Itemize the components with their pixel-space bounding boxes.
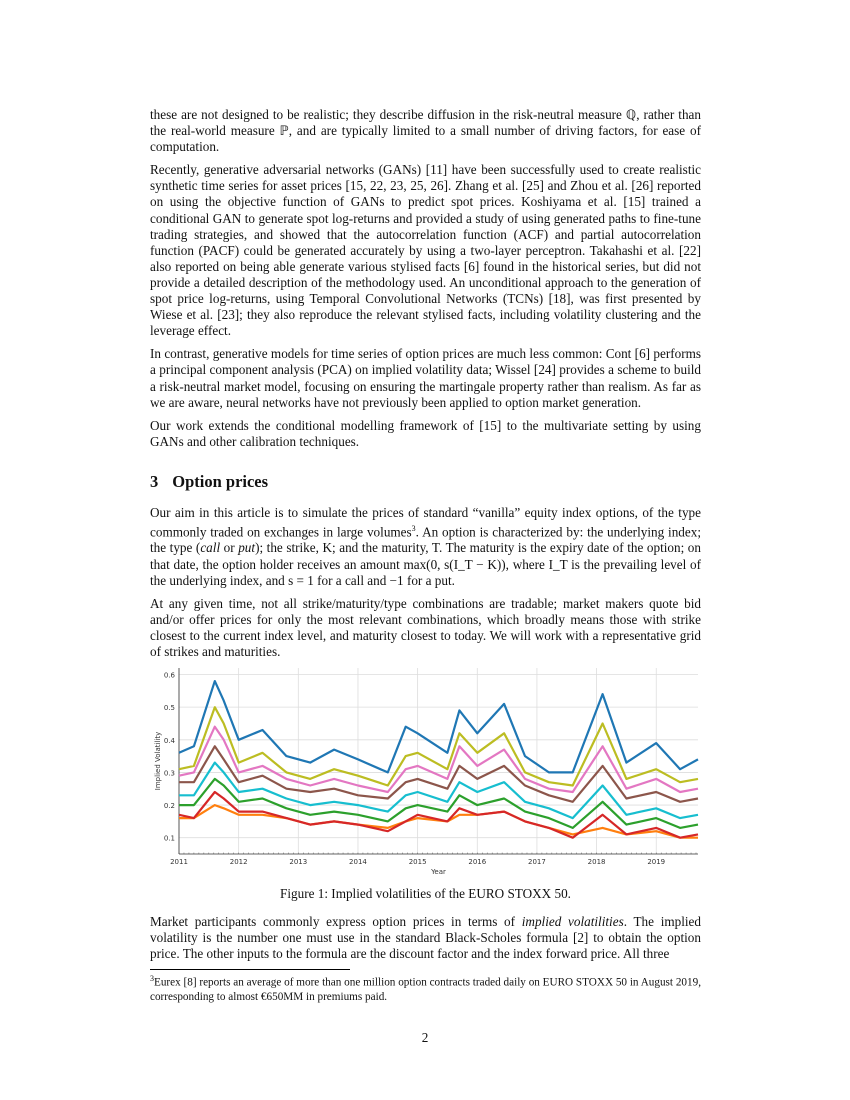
- paragraph: Recently, generative adversarial network…: [150, 162, 701, 339]
- x-tick-label: 2019: [647, 858, 665, 866]
- text: put: [238, 540, 256, 556]
- y-tick-label: 0.4: [164, 737, 176, 745]
- paragraph: In contrast, generative models for time …: [150, 346, 701, 410]
- x-tick-label: 2012: [230, 858, 248, 866]
- series-line: [179, 804, 698, 839]
- paragraph: At any given time, not all strike/maturi…: [150, 595, 701, 660]
- section-number: 3: [150, 471, 159, 491]
- text: call: [200, 540, 221, 556]
- text: . The implied volatility is the number o…: [150, 914, 701, 962]
- figure-caption: Figure 1: Implied volatilities of the EU…: [280, 886, 571, 901]
- text: Our aim in this article is to simulate t…: [150, 504, 701, 540]
- text: ); the strike, K; and the maturity, T. T…: [150, 540, 701, 588]
- text: or: [220, 540, 239, 556]
- footnote-ref[interactable]: 3: [411, 523, 416, 533]
- x-tick-label: 2018: [588, 858, 606, 866]
- footnote-mark: 3: [150, 974, 154, 983]
- y-tick-label: 0.1: [164, 835, 175, 843]
- text-column: these are not designed to be realistic; …: [150, 107, 701, 667]
- paragraph: Our work extends the conditional modelli…: [150, 417, 701, 449]
- footnote-text: Eurex [8] reports an average of more tha…: [150, 976, 701, 1003]
- series-line: [178, 706, 699, 787]
- text-column-lower: Market participants commonly express opt…: [150, 914, 701, 969]
- y-tick-label: 0.2: [164, 802, 175, 810]
- page-number: 2: [421, 1030, 429, 1045]
- y-axis-label: Implied Volatility: [154, 732, 162, 790]
- x-axis-label: Year: [430, 868, 446, 876]
- paragraph: Our aim in this article is to simulate t…: [150, 505, 701, 589]
- footnote: 3Eurex [8] reports an average of more th…: [150, 972, 701, 1004]
- series-line: [179, 745, 699, 803]
- series-line: [178, 725, 699, 794]
- x-tick-label: 2017: [528, 858, 546, 866]
- paragraph: Market participants commonly express opt…: [150, 914, 701, 962]
- y-tick-label: 0.3: [164, 769, 175, 777]
- series-line: [178, 680, 699, 774]
- paragraph: these are not designed to be realistic; …: [150, 107, 701, 155]
- text: . An option is characterized by: the und…: [150, 524, 702, 556]
- section-title: Option prices: [172, 471, 269, 491]
- y-tick-label: 0.6: [164, 672, 176, 680]
- series-line: [178, 790, 699, 839]
- text: Market participants commonly express opt…: [150, 914, 522, 929]
- x-tick-label: 2013: [289, 858, 307, 866]
- x-tick-label: 2015: [409, 858, 427, 866]
- section-heading: 3 Option prices: [150, 472, 701, 492]
- implied-volatility-chart: 0.1 0.2 0.3 0.4 0.5 0.6 2011 2012 2013 2014 2015 20…: [154, 668, 699, 876]
- text: implied volatilities: [521, 914, 624, 929]
- x-tick-label: 2011: [170, 858, 188, 866]
- series-line: [179, 761, 699, 820]
- footnote-divider: [150, 969, 350, 970]
- y-tick-label: 0.5: [164, 704, 175, 712]
- x-tick-label: 2016: [468, 858, 486, 866]
- x-tick-label: 2014: [349, 858, 367, 866]
- series-line: [179, 777, 699, 829]
